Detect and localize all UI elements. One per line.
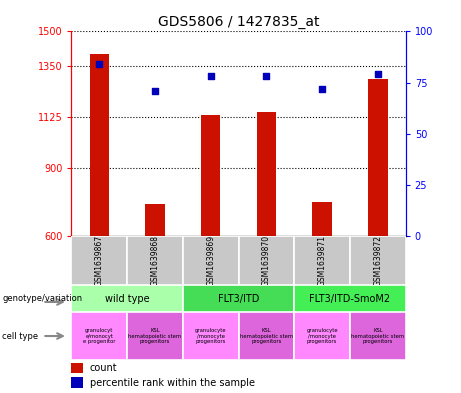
Text: FLT3/ITD: FLT3/ITD	[218, 294, 259, 304]
Bar	[183, 236, 238, 285]
Bar	[313, 202, 332, 236]
Text: GSM1639869: GSM1639869	[206, 235, 215, 286]
Bar	[71, 312, 127, 360]
Bar	[127, 312, 183, 360]
Point	[263, 73, 270, 79]
Text: cell type: cell type	[2, 332, 38, 340]
Bar	[145, 204, 165, 236]
Point	[151, 88, 159, 94]
Bar	[71, 377, 83, 387]
Point	[207, 73, 214, 79]
Bar	[89, 54, 109, 236]
Bar	[294, 285, 406, 312]
Text: count: count	[90, 363, 118, 373]
Bar	[71, 362, 83, 373]
Bar	[257, 112, 276, 236]
Bar	[368, 79, 388, 236]
Bar	[238, 236, 294, 285]
Text: KSL
hematopoietic stem
progenitors: KSL hematopoietic stem progenitors	[129, 328, 182, 344]
Bar	[183, 285, 294, 312]
Bar	[127, 236, 183, 285]
Bar	[201, 116, 220, 236]
Title: GDS5806 / 1427835_at: GDS5806 / 1427835_at	[158, 15, 319, 29]
Point	[95, 61, 103, 67]
Bar	[294, 312, 350, 360]
Text: percentile rank within the sample: percentile rank within the sample	[90, 378, 255, 387]
Text: wild type: wild type	[105, 294, 149, 304]
Bar	[350, 236, 406, 285]
Text: GSM1639870: GSM1639870	[262, 235, 271, 286]
Point	[374, 71, 382, 77]
Text: granulocyte
/monocyte
progenitors: granulocyte /monocyte progenitors	[195, 328, 226, 344]
Text: genotype/variation: genotype/variation	[2, 294, 83, 303]
Text: granulocyte
/monocyte
progenitors: granulocyte /monocyte progenitors	[306, 328, 338, 344]
Text: KSL
hematopoietic stem
progenitors: KSL hematopoietic stem progenitors	[240, 328, 293, 344]
Text: KSL
hematopoietic stem
progenitors: KSL hematopoietic stem progenitors	[351, 328, 404, 344]
Text: granulocyt
e/monocyt
e progenitor: granulocyt e/monocyt e progenitor	[83, 328, 116, 344]
Bar	[71, 236, 127, 285]
Bar	[183, 312, 238, 360]
Text: GSM1639871: GSM1639871	[318, 235, 327, 286]
Text: GSM1639867: GSM1639867	[95, 235, 104, 286]
Text: FLT3/ITD-SmoM2: FLT3/ITD-SmoM2	[309, 294, 390, 304]
Text: GSM1639868: GSM1639868	[150, 235, 160, 286]
Bar	[294, 236, 350, 285]
Text: GSM1639872: GSM1639872	[373, 235, 382, 286]
Bar	[238, 312, 294, 360]
Bar	[71, 285, 183, 312]
Bar	[350, 312, 406, 360]
Point	[319, 86, 326, 92]
